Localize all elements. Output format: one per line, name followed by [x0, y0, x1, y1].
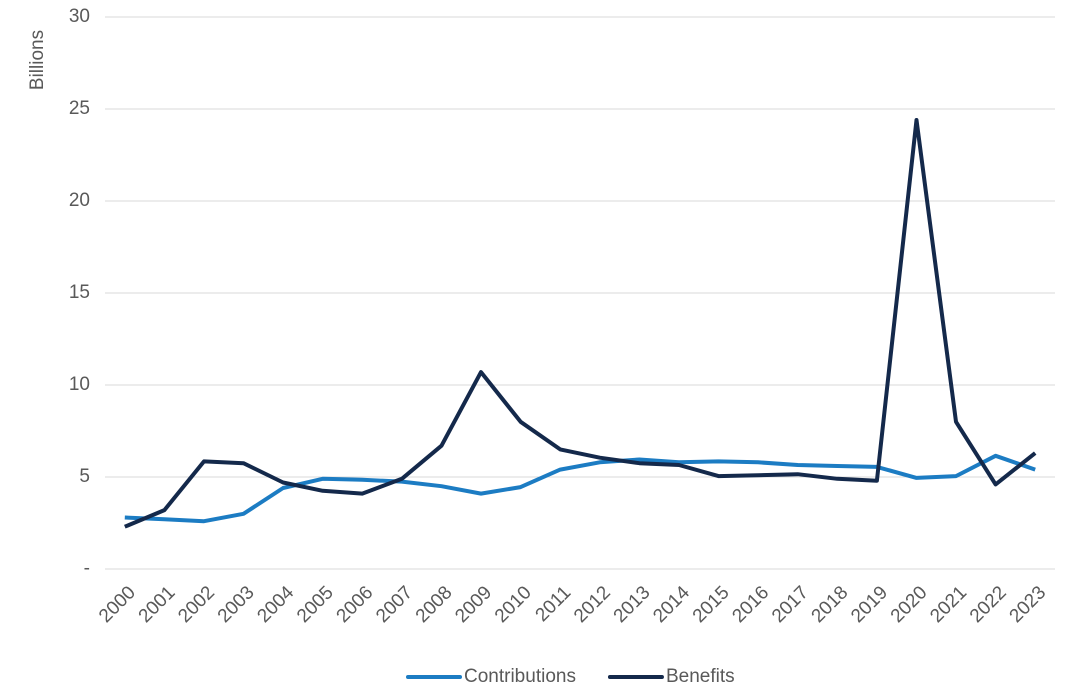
y-tick-label: 5 [79, 466, 90, 487]
x-tick-label: 2004 [253, 582, 298, 627]
x-tick-label: 2018 [808, 582, 853, 627]
x-tick-label: 2003 [214, 582, 259, 627]
x-tick-label: 2014 [649, 582, 694, 627]
y-tick-label: - [84, 558, 90, 579]
x-tick-label: 2013 [610, 582, 655, 627]
x-tick-label: 2017 [768, 582, 813, 627]
legend-label: Contributions [464, 666, 576, 687]
x-tick-label: 2007 [372, 582, 417, 627]
x-tick-label: 2021 [926, 582, 971, 627]
x-tick-label: 2019 [847, 582, 892, 627]
y-tick-label: 15 [69, 282, 90, 303]
x-tick-label: 2023 [1006, 582, 1051, 627]
chart: Billions -510152025302000200120022003200… [0, 0, 1076, 690]
x-tick-label: 2009 [451, 582, 496, 627]
x-tick-label: 2006 [333, 582, 378, 627]
x-tick-label: 2022 [966, 582, 1011, 627]
series-line [125, 456, 1035, 521]
x-tick-label: 2005 [293, 582, 338, 627]
x-tick-label: 2016 [728, 582, 773, 627]
x-tick-label: 2010 [491, 582, 536, 627]
x-tick-label: 2011 [532, 582, 576, 626]
y-tick-label: 30 [69, 6, 90, 27]
x-tick-label: 2008 [412, 582, 457, 627]
y-tick-label: 20 [69, 190, 90, 211]
legend-label: Benefits [666, 666, 735, 687]
x-tick-label: 2001 [135, 582, 180, 627]
x-tick-label: 2020 [887, 582, 932, 627]
x-tick-label: 2000 [95, 582, 140, 627]
x-tick-label: 2002 [174, 582, 219, 627]
y-tick-label: 10 [69, 374, 90, 395]
y-tick-label: 25 [69, 98, 90, 119]
x-tick-label: 2015 [689, 582, 734, 627]
x-tick-label: 2012 [570, 582, 615, 627]
y-axis-label: Billions [27, 30, 48, 90]
